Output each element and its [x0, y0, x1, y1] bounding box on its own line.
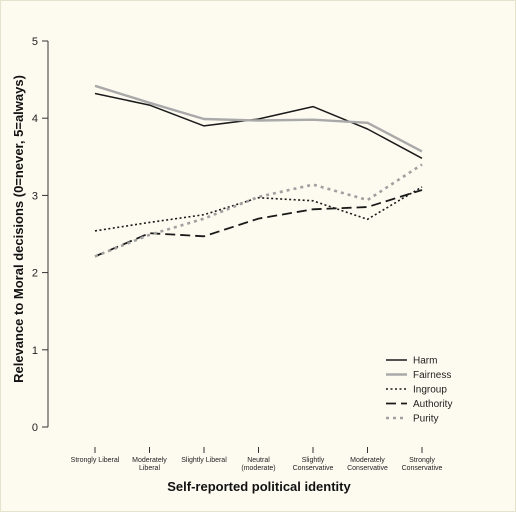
x-tick-label: Conservative [402, 465, 443, 472]
y-ticks: 0 1 2 3 4 5 [32, 36, 48, 434]
legend-label-fairness: Fairness [413, 370, 451, 381]
x-tick-label: Moderately [350, 457, 385, 464]
legend-label-ingroup: Ingroup [413, 385, 447, 396]
x-tick-label: Slightly [302, 457, 325, 464]
x-tick-label: Conservative [293, 465, 334, 472]
series-line-harm [94, 92, 423, 159]
x-tick-label: Slightly Liberal [181, 457, 227, 464]
y-tick-label: 2 [32, 268, 38, 280]
x-tick-label: Moderately [132, 457, 167, 464]
series-line-authority [94, 189, 423, 258]
series-line-ingroup [94, 186, 423, 232]
y-tick-label: 3 [32, 190, 38, 202]
x-axis-title: Self-reported political identity [167, 479, 351, 494]
series-line-fairness [94, 84, 423, 153]
legend-label-purity: Purity [413, 414, 439, 425]
x-tick-label: Strongly Liberal [71, 457, 120, 464]
y-tick-label: 5 [32, 36, 38, 48]
x-tick-label: Liberal [139, 465, 160, 472]
y-tick-label: 1 [32, 345, 38, 357]
legend-label-harm: Harm [413, 356, 437, 367]
y-axis-title: Relevance to Moral decisions (0=never, 5… [11, 75, 26, 383]
x-tick-label: Conservative [347, 465, 388, 472]
x-tick-label: Strongly [409, 457, 435, 464]
legend: Harm Fairness Ingroup Authority Purity [386, 356, 452, 425]
legend-label-authority: Authority [413, 399, 452, 410]
x-tick-label: Neutral [247, 457, 270, 464]
series-layer [94, 84, 423, 258]
x-ticks: Strongly Liberal ModeratelyLiberalSlightl… [71, 447, 443, 472]
y-tick-label: 4 [32, 113, 38, 125]
series-line-purity [94, 163, 423, 258]
y-tick-label: 0 [32, 422, 38, 434]
x-tick-label: (moderate) [241, 465, 275, 472]
